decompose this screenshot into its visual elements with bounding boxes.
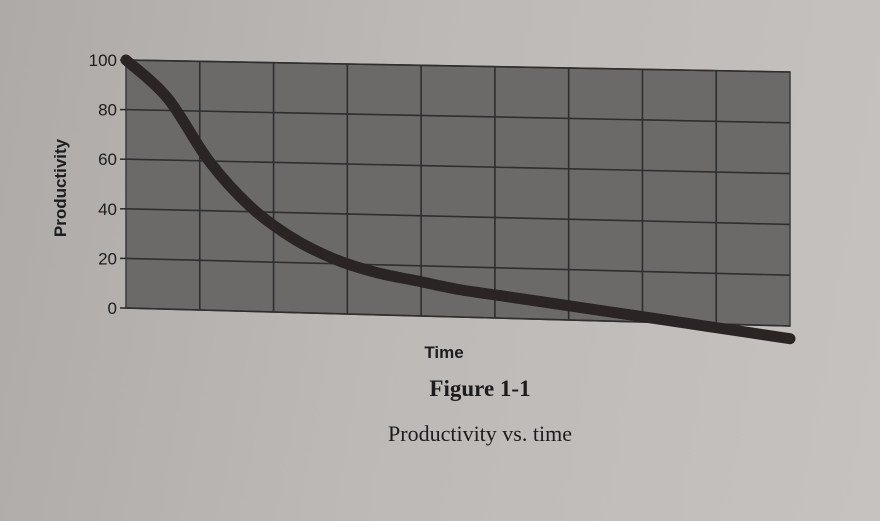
y-tick-label: 0 — [108, 299, 117, 318]
horizontal-gridline — [125, 158, 791, 175]
y-axis-label: Productivity — [51, 138, 70, 237]
y-tick-label: 80 — [98, 101, 117, 120]
y-tick-label: 40 — [98, 200, 117, 219]
y-axis: 0 20 40 60 80 100 — [89, 51, 126, 318]
y-tick-label: 100 — [89, 51, 117, 70]
horizontal-gridline — [125, 108, 791, 124]
x-axis-label: Time — [424, 343, 463, 362]
y-tick-label: 60 — [98, 150, 117, 169]
plot-area — [120, 54, 796, 345]
figure-number: Figure 1-1 — [429, 376, 531, 401]
horizontal-gridline — [125, 257, 791, 276]
horizontal-gridline — [125, 59, 791, 73]
productivity-curve — [120, 54, 796, 345]
horizontal-gridline — [125, 208, 791, 226]
figure-title: Productivity vs. time — [388, 421, 572, 446]
y-tick-label: 20 — [98, 249, 117, 268]
